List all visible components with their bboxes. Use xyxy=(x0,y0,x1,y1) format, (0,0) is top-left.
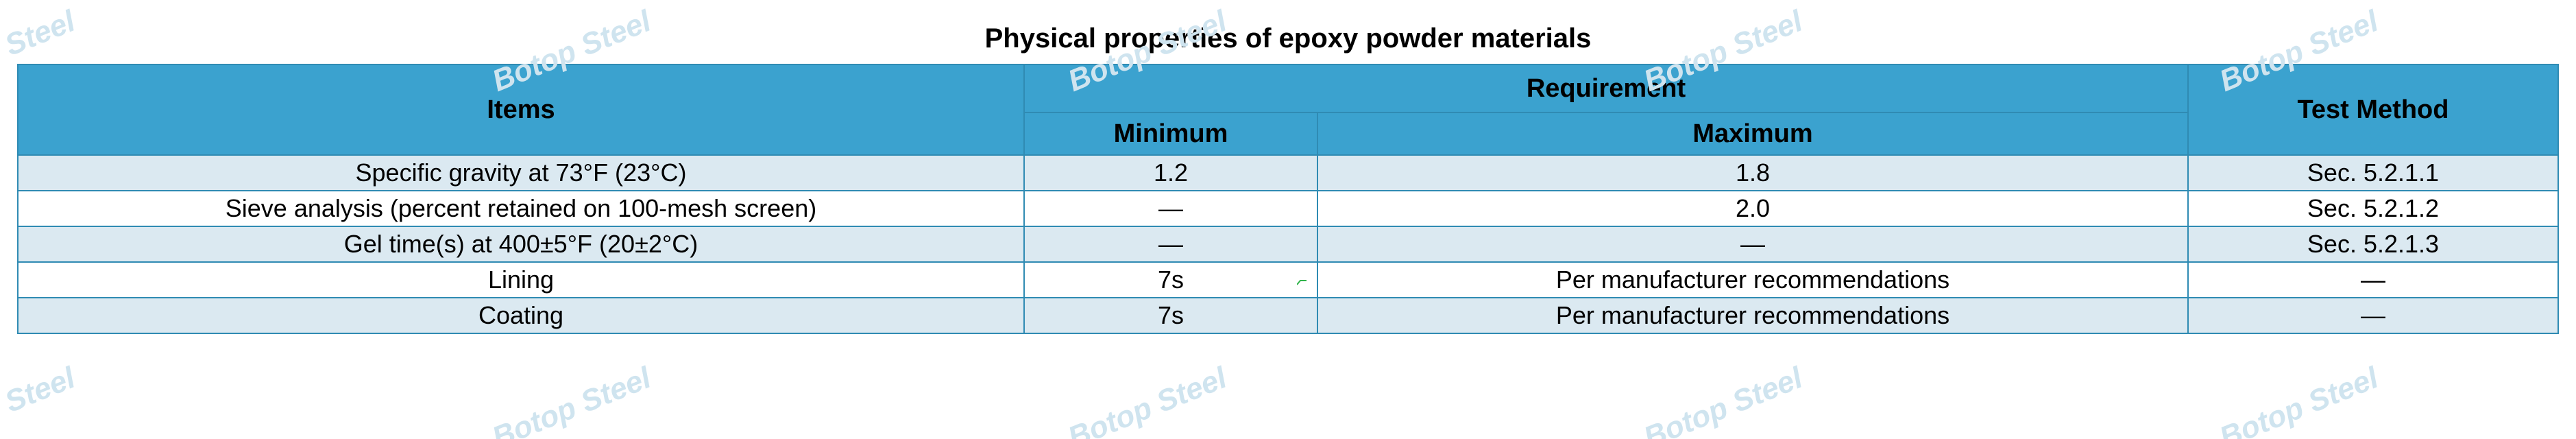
cell-item: Gel time(s) at 400±5°F (20±2°C) xyxy=(18,226,1024,262)
table-row: Sieve analysis (percent retained on 100-… xyxy=(18,191,2558,226)
decorative-tick xyxy=(1297,279,1307,286)
cell-maximum: Per manufacturer recommendations xyxy=(1317,298,2188,333)
cell-maximum: Per manufacturer recommendations xyxy=(1317,262,2188,298)
cell-test-method: — xyxy=(2188,298,2558,333)
watermark-text: Botop Steel xyxy=(1063,361,1231,439)
table-row: Lining7sPer manufacturer recommendations… xyxy=(18,262,2558,298)
cell-item: Coating xyxy=(18,298,1024,333)
page: Botop Steel Botop Steel Botop Steel Botop S… xyxy=(0,23,2576,439)
cell-item: Lining xyxy=(18,262,1024,298)
cell-minimum: 7s xyxy=(1024,262,1317,298)
table-header: Items Requirement Test Method Minimum Ma… xyxy=(18,64,2558,155)
cell-maximum: 2.0 xyxy=(1317,191,2188,226)
cell-item: Specific gravity at 73°F (23°C) xyxy=(18,155,1024,191)
header-maximum: Maximum xyxy=(1317,112,2188,155)
table-row: Specific gravity at 73°F (23°C)1.21.8Sec… xyxy=(18,155,2558,191)
cell-item: Sieve analysis (percent retained on 100-… xyxy=(18,191,1024,226)
cell-test-method: Sec. 5.2.1.3 xyxy=(2188,226,2558,262)
header-items: Items xyxy=(18,64,1024,155)
cell-minimum: 7s xyxy=(1024,298,1317,333)
table-title: Physical properties of epoxy powder mate… xyxy=(0,23,2576,54)
cell-minimum: — xyxy=(1024,191,1317,226)
properties-table: Items Requirement Test Method Minimum Ma… xyxy=(17,64,2559,334)
table-row: Coating7sPer manufacturer recommendation… xyxy=(18,298,2558,333)
header-requirement: Requirement xyxy=(1024,64,2188,112)
watermark-text: Botop Steel xyxy=(0,361,80,439)
cell-minimum: 1.2 xyxy=(1024,155,1317,191)
watermark-text: Botop Steel xyxy=(2215,361,2383,439)
cell-minimum: — xyxy=(1024,226,1317,262)
watermark-text: Botop Steel xyxy=(1639,361,1807,439)
watermark-text: Botop Steel xyxy=(487,361,655,439)
cell-maximum: 1.8 xyxy=(1317,155,2188,191)
cell-test-method: Sec. 5.2.1.2 xyxy=(2188,191,2558,226)
header-minimum: Minimum xyxy=(1024,112,1317,155)
table-body: Specific gravity at 73°F (23°C)1.21.8Sec… xyxy=(18,155,2558,333)
cell-test-method: Sec. 5.2.1.1 xyxy=(2188,155,2558,191)
cell-maximum: — xyxy=(1317,226,2188,262)
table-row: Gel time(s) at 400±5°F (20±2°C)——Sec. 5.… xyxy=(18,226,2558,262)
cell-test-method: — xyxy=(2188,262,2558,298)
header-test-method: Test Method xyxy=(2188,64,2558,155)
